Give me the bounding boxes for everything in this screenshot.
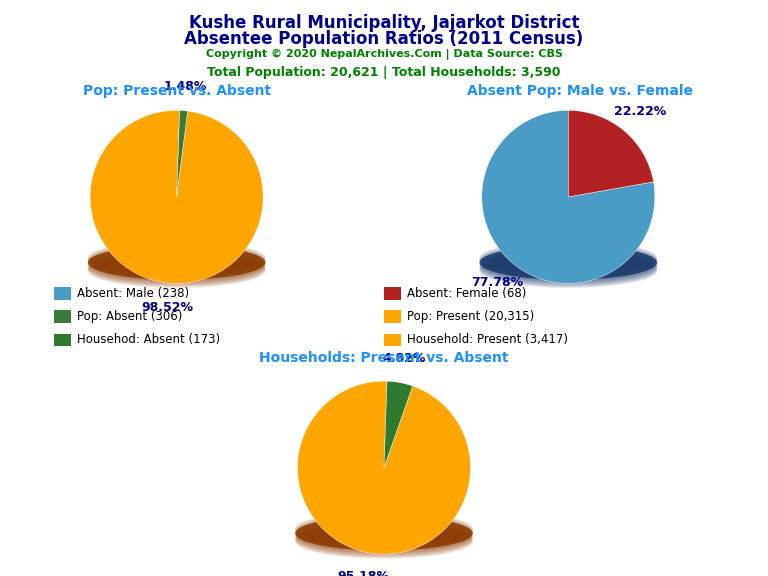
Wedge shape xyxy=(482,111,655,283)
Ellipse shape xyxy=(88,241,266,275)
Ellipse shape xyxy=(295,516,473,551)
Ellipse shape xyxy=(88,252,266,287)
Ellipse shape xyxy=(479,243,657,278)
Ellipse shape xyxy=(295,518,473,553)
Ellipse shape xyxy=(479,251,657,286)
Ellipse shape xyxy=(88,247,266,281)
Ellipse shape xyxy=(88,250,266,285)
Text: Househod: Absent (173): Househod: Absent (173) xyxy=(77,334,220,346)
Ellipse shape xyxy=(479,253,657,288)
Text: Household: Present (3,417): Household: Present (3,417) xyxy=(407,334,568,346)
Wedge shape xyxy=(384,381,412,468)
Ellipse shape xyxy=(479,248,657,282)
Ellipse shape xyxy=(295,521,473,555)
Ellipse shape xyxy=(479,250,657,285)
Text: Absent: Male (238): Absent: Male (238) xyxy=(77,287,189,300)
Text: 4.82%: 4.82% xyxy=(383,352,426,365)
Wedge shape xyxy=(568,111,654,197)
Ellipse shape xyxy=(295,516,473,551)
Ellipse shape xyxy=(479,245,657,280)
Ellipse shape xyxy=(88,249,266,283)
Wedge shape xyxy=(297,381,471,554)
Ellipse shape xyxy=(479,245,657,280)
Text: 1.48%: 1.48% xyxy=(164,79,207,93)
Ellipse shape xyxy=(295,514,473,548)
Ellipse shape xyxy=(88,242,266,276)
Wedge shape xyxy=(90,111,263,283)
Text: Absent: Female (68): Absent: Female (68) xyxy=(407,287,526,300)
Ellipse shape xyxy=(88,245,266,280)
Text: Absentee Population Ratios (2011 Census): Absentee Population Ratios (2011 Census) xyxy=(184,30,584,48)
Ellipse shape xyxy=(295,520,473,554)
Ellipse shape xyxy=(295,513,473,547)
Ellipse shape xyxy=(295,511,473,546)
Ellipse shape xyxy=(295,523,473,558)
Ellipse shape xyxy=(295,517,473,552)
Text: 95.18%: 95.18% xyxy=(337,570,389,576)
Text: Pop: Present (20,315): Pop: Present (20,315) xyxy=(407,310,535,323)
Text: 77.78%: 77.78% xyxy=(471,275,523,289)
Ellipse shape xyxy=(479,244,657,279)
Ellipse shape xyxy=(295,522,473,556)
Ellipse shape xyxy=(88,248,266,282)
Text: Kushe Rural Municipality, Jajarkot District: Kushe Rural Municipality, Jajarkot Distr… xyxy=(189,14,579,32)
Ellipse shape xyxy=(88,245,266,280)
Text: Total Population: 20,621 | Total Households: 3,590: Total Population: 20,621 | Total Househo… xyxy=(207,66,561,79)
Ellipse shape xyxy=(479,241,657,275)
Ellipse shape xyxy=(295,524,473,559)
Text: Copyright © 2020 NepalArchives.Com | Data Source: CBS: Copyright © 2020 NepalArchives.Com | Dat… xyxy=(206,49,562,60)
Ellipse shape xyxy=(88,251,266,286)
Ellipse shape xyxy=(479,249,657,283)
Wedge shape xyxy=(177,111,187,197)
Ellipse shape xyxy=(88,253,266,288)
Ellipse shape xyxy=(479,252,657,287)
Text: Pop: Absent (306): Pop: Absent (306) xyxy=(77,310,182,323)
Ellipse shape xyxy=(295,515,473,550)
Text: 98.52%: 98.52% xyxy=(141,301,194,314)
Text: Households: Present vs. Absent: Households: Present vs. Absent xyxy=(260,351,508,365)
Ellipse shape xyxy=(88,244,266,279)
Ellipse shape xyxy=(479,242,657,276)
Text: Pop: Present vs. Absent: Pop: Present vs. Absent xyxy=(83,84,270,97)
Text: Absent Pop: Male vs. Female: Absent Pop: Male vs. Female xyxy=(467,84,693,97)
Ellipse shape xyxy=(479,247,657,281)
Text: 22.22%: 22.22% xyxy=(614,105,666,118)
Ellipse shape xyxy=(88,243,266,278)
